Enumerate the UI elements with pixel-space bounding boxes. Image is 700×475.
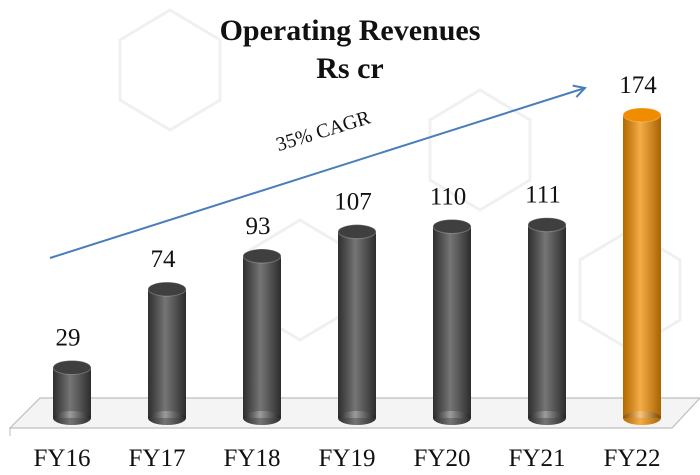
data-label: 29 xyxy=(56,325,81,352)
bar-top xyxy=(147,281,187,297)
bar-highlight xyxy=(338,231,376,418)
bar-top xyxy=(242,248,282,264)
bar-group xyxy=(52,360,92,425)
bar-group xyxy=(242,248,282,425)
trend-arrow xyxy=(49,88,585,259)
bar-highlight xyxy=(148,289,186,418)
x-tick-label: FY22 xyxy=(604,445,661,472)
bar-highlight xyxy=(528,224,566,418)
bar-group xyxy=(337,224,377,425)
bar-group xyxy=(147,281,187,425)
chart-subtitle: Rs cr xyxy=(316,52,383,85)
x-tick-label: FY17 xyxy=(129,445,186,472)
bars: 29 FY16 74 FY17 93 FY18 107 FY19 110 FY20 111 FY21 1… xyxy=(34,72,662,472)
x-tick-label: FY18 xyxy=(224,445,281,472)
bar-top xyxy=(622,107,662,123)
bar-group xyxy=(432,218,472,425)
data-label: 174 xyxy=(619,72,657,99)
x-tick-label: FY16 xyxy=(34,445,91,472)
x-tick-label: FY20 xyxy=(414,445,471,472)
bar-highlight xyxy=(623,115,661,418)
data-label: 93 xyxy=(246,213,271,240)
bar-top xyxy=(337,224,377,240)
chart-title: Operating Revenues xyxy=(220,14,481,47)
bar-top xyxy=(432,218,472,234)
data-label: 111 xyxy=(525,182,561,209)
bar-top xyxy=(52,360,92,375)
annotation: 35% CAGR xyxy=(274,106,374,156)
x-tick-label: FY19 xyxy=(319,445,376,472)
bar-top xyxy=(527,217,567,233)
bar-group xyxy=(622,107,662,425)
bar-highlight xyxy=(433,226,471,418)
x-tick-label: FY21 xyxy=(509,445,566,472)
background-pattern xyxy=(118,8,682,352)
data-label: 107 xyxy=(334,189,372,216)
data-label: 110 xyxy=(430,183,467,210)
bar-group xyxy=(527,217,567,425)
bar-highlight xyxy=(243,256,281,418)
bar-highlight xyxy=(53,367,91,418)
data-label: 74 xyxy=(151,246,177,273)
